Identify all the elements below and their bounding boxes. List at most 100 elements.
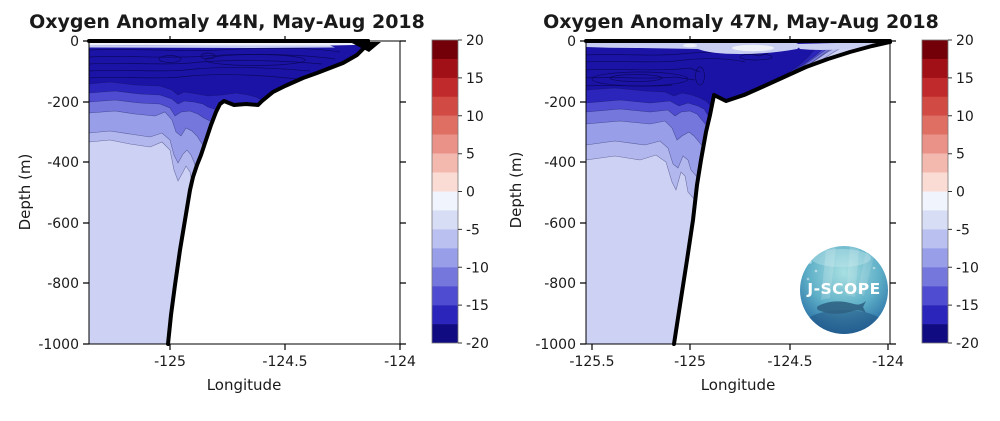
x-tick-labels: -125 -124.5 -124: [154, 354, 416, 370]
colorbar-label: -15: [466, 298, 489, 314]
colorbar-labels: 20 15 10 5 0 -5 -10 -15 -20: [466, 33, 489, 352]
logo-sun-ray: [821, 246, 836, 300]
y-tick-labels: 0 -200 -400 -600 -800 -1000: [38, 34, 79, 353]
colorbar-label: -15: [956, 298, 979, 314]
bathymetry-line: [166, 39, 370, 346]
contour-field-44n: [89, 41, 381, 344]
colorbar-label: 20: [956, 33, 974, 49]
colorbar-label: -20: [466, 336, 489, 352]
colorbar-segment: [432, 77, 458, 97]
colorbar-segment: [922, 96, 948, 116]
y-tick-label: -400: [47, 155, 79, 171]
colorbar-segment: [432, 324, 458, 343]
surface-strip-lavender-coast: [796, 42, 878, 50]
colorbar-segment: [922, 305, 948, 325]
y-tick-label: -800: [47, 276, 79, 292]
bathymetry-line: [672, 40, 892, 346]
colorbar-label: 20: [466, 33, 484, 49]
colorbar-segment: [922, 77, 948, 97]
x-axis-label: Longitude: [207, 376, 282, 394]
colorbar-segment: [922, 267, 948, 287]
bubble: [814, 269, 818, 273]
colorbar-segment: [922, 134, 948, 154]
colorbar-segment: [922, 210, 948, 230]
colorbar-ticks: [458, 39, 462, 344]
colorbar-label: 10: [956, 109, 974, 125]
x-tick-label: -124.5: [262, 354, 307, 370]
axes-frame: [88, 40, 401, 345]
y-axis-label: Depth (m): [16, 154, 34, 231]
colorbar-label: 0: [466, 185, 475, 201]
bubble: [872, 266, 876, 270]
logo-text: J-SCOPE: [806, 280, 880, 298]
colorbar-label: 15: [956, 71, 974, 87]
logo-sun-ray: [846, 247, 859, 297]
colorbar-segment: [432, 229, 458, 249]
axes-frame: [585, 40, 891, 345]
colorbar-segments: [432, 40, 458, 343]
surface-strip-lavender: [89, 45, 335, 48]
y-tick-label: -400: [544, 155, 576, 171]
contour-lines: [89, 48, 341, 80]
logo-light-streak: [811, 249, 871, 267]
logo-circle: [800, 246, 888, 334]
colorbar-label: 15: [466, 71, 484, 87]
colorbar-segment: [922, 286, 948, 306]
colorbar-segment: [922, 191, 948, 211]
colorbar-segment: [922, 115, 948, 135]
y-axis-label: Depth (m): [507, 152, 525, 229]
panel-title: Oxygen Anomaly 47N, May-Aug 2018: [543, 11, 939, 33]
x-axis-ticks: [591, 36, 889, 350]
colorbar-label: 5: [466, 147, 475, 163]
panel-47n: Oxygen Anomaly 47N, May-Aug 2018: [507, 11, 939, 394]
y-tick-label: -600: [544, 216, 576, 232]
colorbar-segment: [922, 324, 948, 343]
colorbar-segment: [922, 248, 948, 268]
contour-field-47n: [586, 41, 890, 344]
colorbar-44n: 20 15 10 5 0 -5 -10 -15 -20: [431, 33, 489, 352]
x-tick-label: -124.5: [767, 354, 812, 370]
x-axis-ticks: [169, 36, 401, 350]
colorbar-segment: [922, 172, 948, 192]
logo-sun-ray: [857, 252, 874, 296]
y-tick-label: -1000: [38, 337, 79, 353]
colorbar-segment: [432, 134, 458, 154]
y-axis-ticks: [83, 40, 406, 345]
colorbar-segment: [432, 115, 458, 135]
panel-44n: Oxygen Anomaly 44N, May-Aug 2018: [16, 11, 425, 394]
colorbar-ticks: [948, 39, 952, 344]
y-tick-label: -800: [544, 276, 576, 292]
colorbar-label: -5: [466, 222, 480, 238]
x-axis-label: Longitude: [701, 376, 776, 394]
colorbar-label: 0: [956, 185, 965, 201]
colorbar-segments: [922, 40, 948, 343]
colorbar-segment: [922, 153, 948, 173]
x-tick-labels: -125.5 -125 -124.5 -124: [569, 354, 904, 370]
colorbar-segment: [432, 191, 458, 211]
panel-title: Oxygen Anomaly 44N, May-Aug 2018: [29, 11, 425, 33]
colorbar-segment: [432, 96, 458, 116]
colorbar-label: 5: [956, 147, 965, 163]
surface-strip-white: [89, 42, 378, 46]
colorbar-47n: 20 15 10 5 0 -5 -10 -15 -20: [921, 33, 979, 352]
bubble: [806, 277, 810, 281]
colorbar-segment: [432, 58, 458, 79]
fish-silhouette: [817, 301, 866, 314]
colorbar-segment: [432, 305, 458, 325]
y-axis-ticks: [580, 40, 896, 345]
logo-deep-shade: [804, 310, 884, 334]
y-tick-label: -1000: [535, 337, 576, 353]
colorbar-segment: [432, 248, 458, 268]
x-tick-label: -125.5: [569, 354, 614, 370]
jscope-logo: J-SCOPE: [800, 246, 888, 334]
colorbar-label: -10: [956, 260, 979, 276]
y-tick-label: -200: [544, 95, 576, 111]
bubble: [808, 260, 812, 264]
x-tick-label: -125: [154, 354, 186, 370]
y-tick-label: 0: [70, 34, 79, 50]
colorbar-segment: [922, 40, 948, 60]
contour-lines: [586, 49, 776, 87]
x-tick-label: -124: [384, 354, 416, 370]
